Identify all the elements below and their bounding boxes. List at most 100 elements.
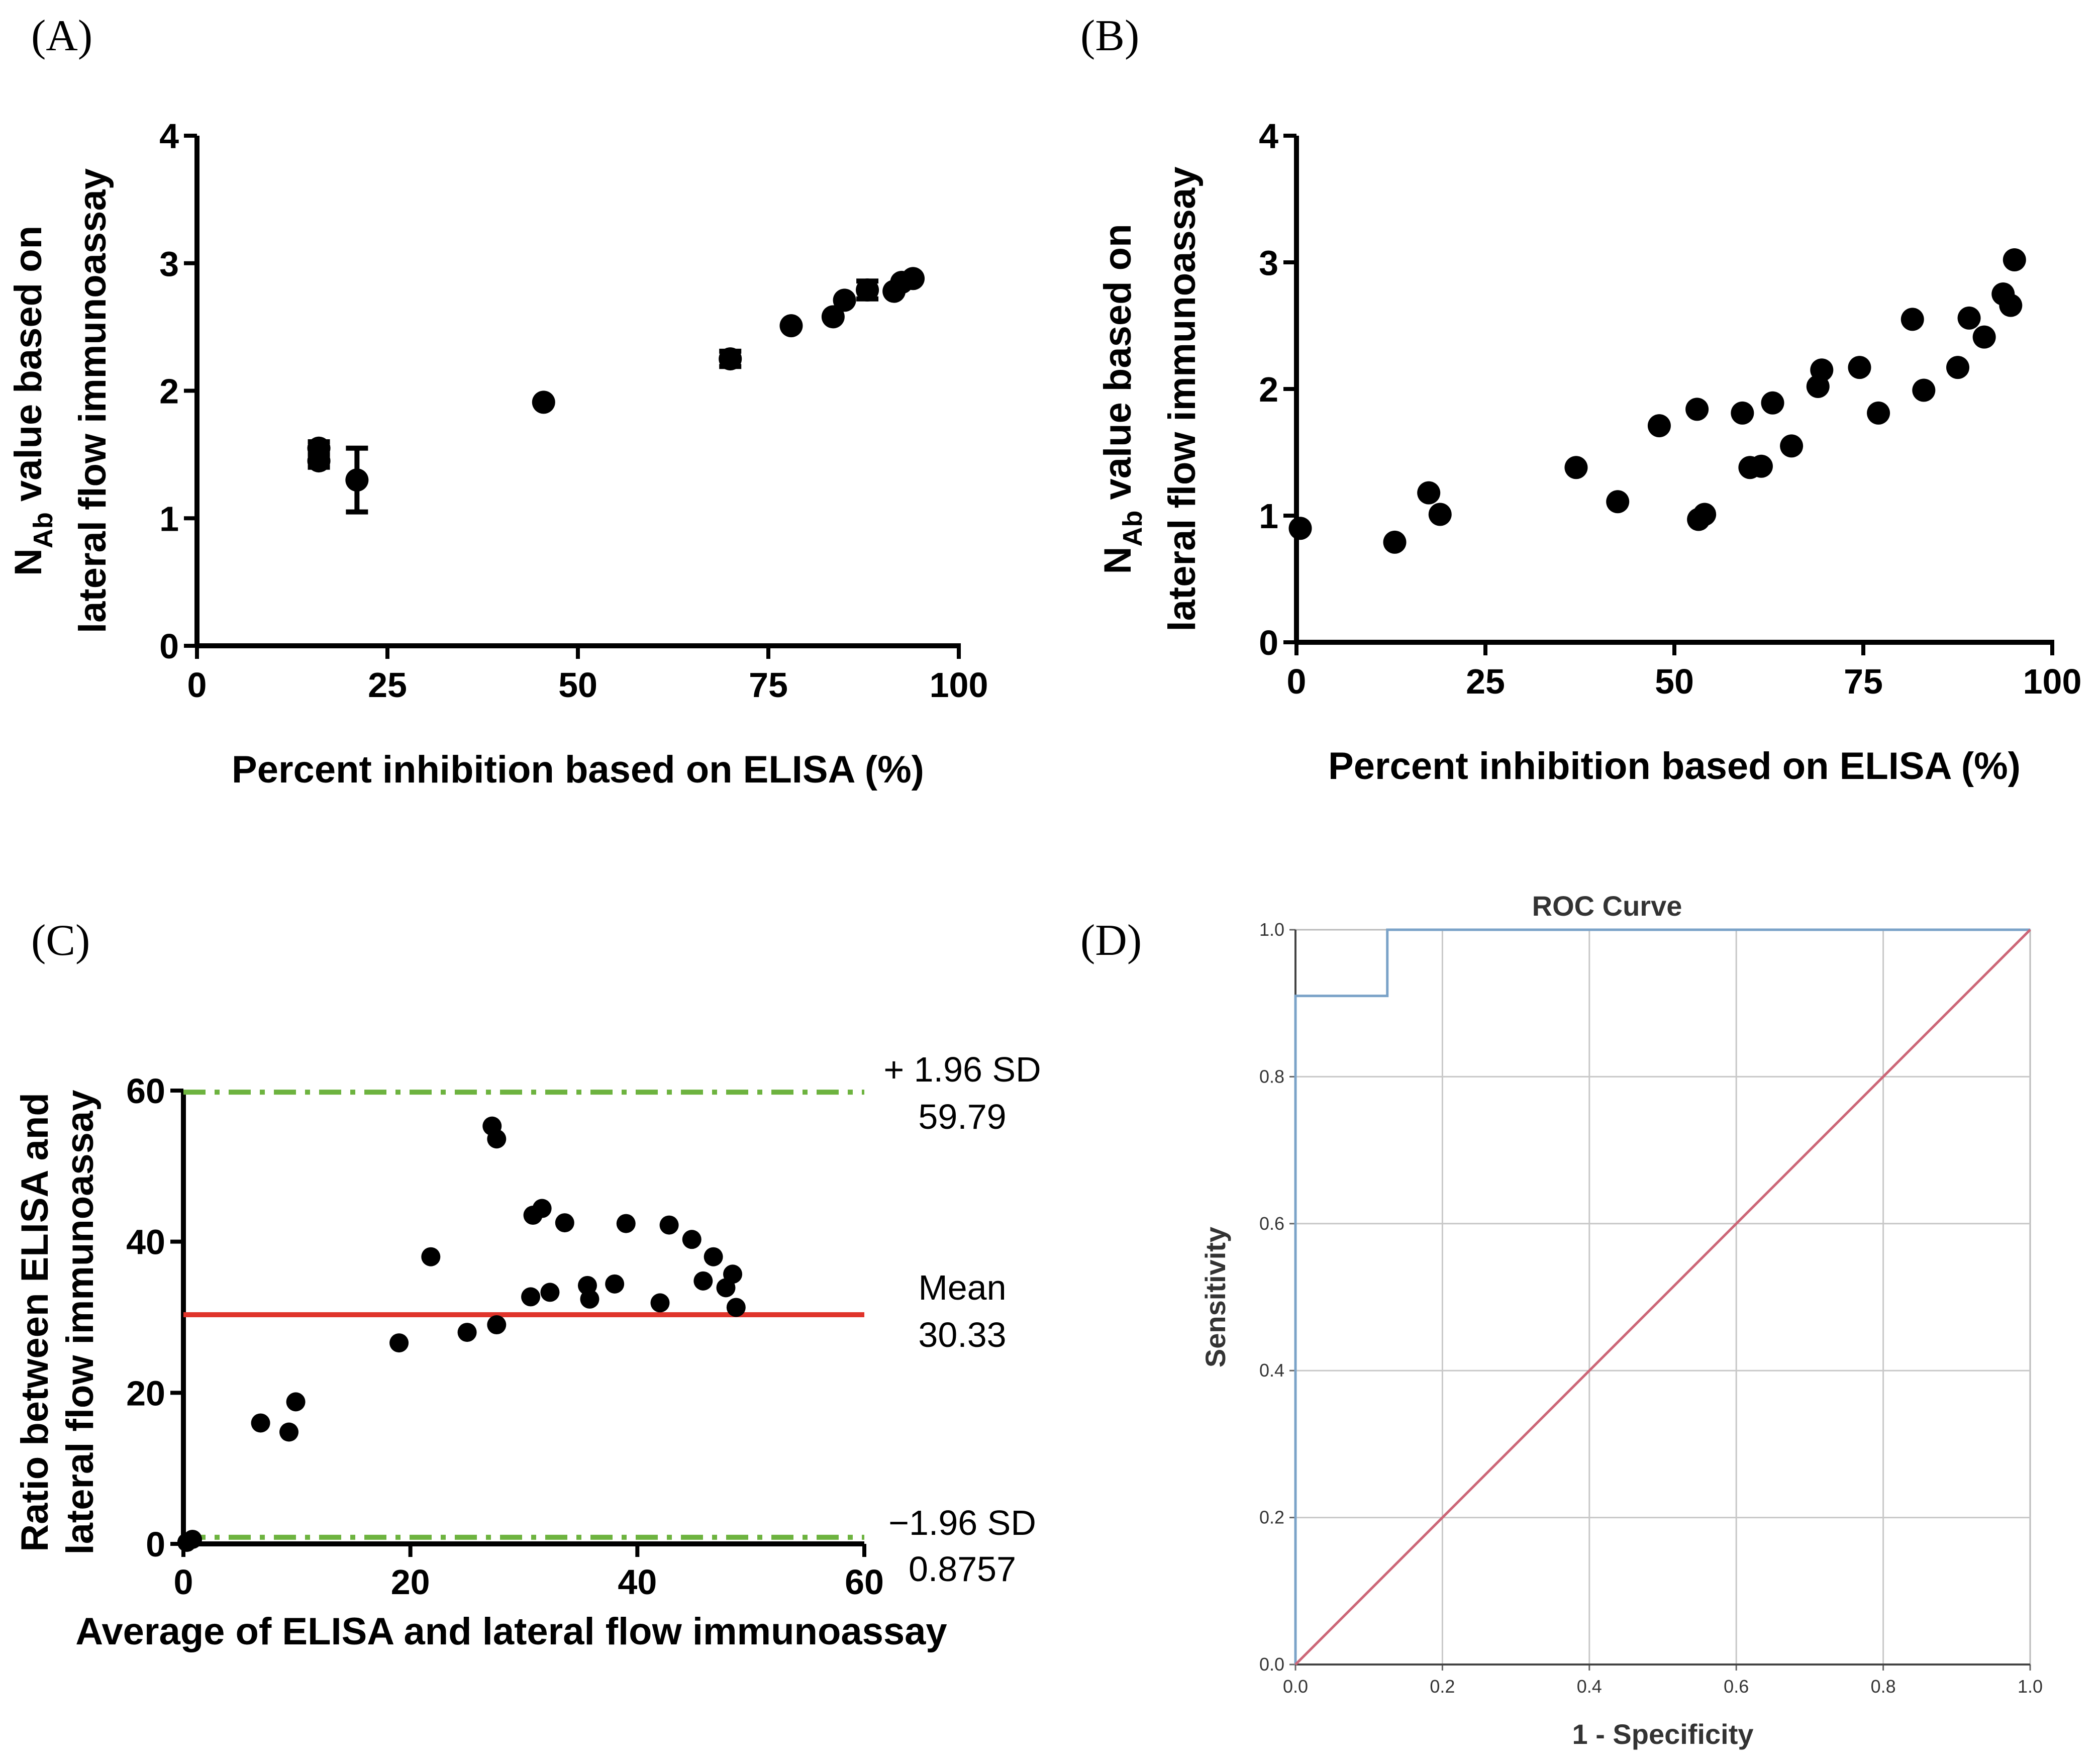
data-point	[521, 1287, 541, 1307]
data-point	[580, 1289, 599, 1309]
data-point	[719, 347, 742, 371]
roc-series-line	[1294, 928, 2030, 1664]
data-point	[659, 1215, 679, 1235]
data-point	[1957, 306, 1981, 330]
x-tick-label: 25	[368, 665, 407, 705]
upper-value: 59.79	[918, 1097, 1006, 1136]
x-tick-label: 100	[930, 665, 988, 705]
upper-label: + 1.96 SD	[883, 1050, 1041, 1089]
data-point	[821, 305, 845, 329]
x-tick-label: 60	[845, 1562, 884, 1602]
data-point	[1564, 456, 1588, 479]
y-axis-title-line1: Ratio between ELISA and	[14, 1093, 56, 1552]
y-axis-title-line1: NAb value based on	[7, 226, 58, 576]
data-point	[1780, 434, 1804, 458]
y-tick-label: 20	[126, 1374, 165, 1413]
data-point	[682, 1230, 702, 1249]
chart-title: ROC Curve	[1532, 890, 1682, 922]
data-point	[1383, 530, 1407, 554]
panel-label-c: (C)	[31, 916, 90, 965]
x-axis-title: Average of ELISA and lateral flow immuno…	[75, 1610, 947, 1653]
x-tick-label: 50	[558, 665, 597, 705]
data-point	[902, 267, 925, 290]
data-point	[1749, 454, 1773, 478]
y-tick-label: 3	[1259, 243, 1278, 282]
chart-c: 0 20 40 60 0 20 40 60 Average of ELISA and later…	[14, 1050, 1041, 1653]
x-tick-label: 0.8	[1871, 1676, 1896, 1697]
x-tick-label: 0.4	[1577, 1676, 1602, 1697]
data-point	[1867, 401, 1890, 425]
data-point	[1647, 414, 1671, 438]
data-point	[457, 1323, 477, 1342]
x-tick-label: 100	[2023, 662, 2082, 701]
data-point	[1428, 503, 1452, 526]
data-point	[532, 390, 555, 414]
x-tick-label: 0.2	[1430, 1676, 1455, 1697]
x-axis-title: 1 - Specificity	[1572, 1718, 1753, 1750]
y-axis-title-line2: lateral flow immunoassay	[59, 1090, 102, 1555]
chart-d: 0.0 0.2 0.4 0.6 0.8 1.0 0.0 0.2 0.4 0.6 0.8 1.0 ROC …	[1199, 890, 2043, 1750]
x-tick-label: 0	[1287, 662, 1307, 701]
data-point	[345, 468, 369, 492]
data-point	[487, 1129, 507, 1149]
data-point	[532, 1199, 552, 1218]
data-point	[779, 314, 803, 338]
data-point	[1999, 293, 2023, 317]
x-tick-label: 0.0	[1283, 1676, 1308, 1697]
x-tick-label: 0	[187, 665, 207, 705]
data-point	[389, 1333, 409, 1353]
data-point	[833, 288, 856, 312]
x-tick-label: 40	[618, 1562, 657, 1602]
data-point	[1731, 401, 1754, 425]
data-point	[726, 1298, 746, 1317]
data-point	[540, 1283, 560, 1302]
y-tick-label: 1	[1259, 497, 1278, 536]
data-point	[307, 449, 331, 473]
x-tick-label: 75	[749, 665, 788, 705]
y-tick-label: 0	[159, 627, 179, 666]
data-point	[856, 278, 879, 302]
y-axis-title-line2: lateral flow immunoassay	[1161, 167, 1204, 632]
x-tick-label: 20	[391, 1562, 430, 1602]
data-point	[1693, 503, 1717, 526]
mean-value: 30.33	[918, 1315, 1006, 1354]
data-point	[487, 1315, 507, 1335]
y-tick-label: 4	[1259, 117, 1278, 156]
x-tick-label: 25	[1466, 662, 1505, 701]
data-point	[2003, 248, 2026, 271]
data-point	[1901, 308, 1924, 331]
data-point	[1606, 490, 1630, 514]
chart-a: 0 1 2 3 4 0 25 50 75 100 Percent inhibition based …	[7, 117, 988, 791]
data-point	[1761, 391, 1784, 415]
y-tick-label: 4	[159, 117, 179, 156]
y-tick-label: 0.8	[1259, 1066, 1284, 1087]
y-axis-title-line1: NAb value based on	[1096, 224, 1148, 574]
y-tick-label: 1	[159, 499, 179, 538]
data-point	[723, 1264, 743, 1284]
data-point	[704, 1247, 723, 1266]
data-point	[1810, 358, 1834, 382]
data-point	[1946, 356, 1969, 379]
panel-label-b: (B)	[1080, 12, 1139, 60]
data-point	[183, 1529, 203, 1549]
y-tick-label: 0.0	[1259, 1654, 1284, 1675]
panel-label-d: (D)	[1080, 916, 1142, 965]
y-tick-label: 40	[126, 1223, 165, 1262]
y-tick-label: 2	[159, 372, 179, 411]
reference-series-line	[1294, 929, 2031, 1666]
data-point	[605, 1274, 625, 1294]
x-tick-label: 75	[1844, 662, 1883, 701]
data-point	[555, 1213, 574, 1233]
x-tick-label: 0	[174, 1562, 193, 1602]
lower-value: 0.8757	[909, 1549, 1016, 1589]
data-point	[1685, 398, 1709, 421]
x-tick-label: 1.0	[2018, 1676, 2043, 1697]
data-point	[650, 1293, 670, 1313]
data-point	[616, 1214, 636, 1233]
y-axis-title: Sensitivity	[1199, 1227, 1231, 1367]
mean-label: Mean	[918, 1268, 1006, 1307]
data-point	[1417, 481, 1441, 505]
data-point	[1288, 517, 1312, 540]
data-point	[1848, 356, 1871, 379]
